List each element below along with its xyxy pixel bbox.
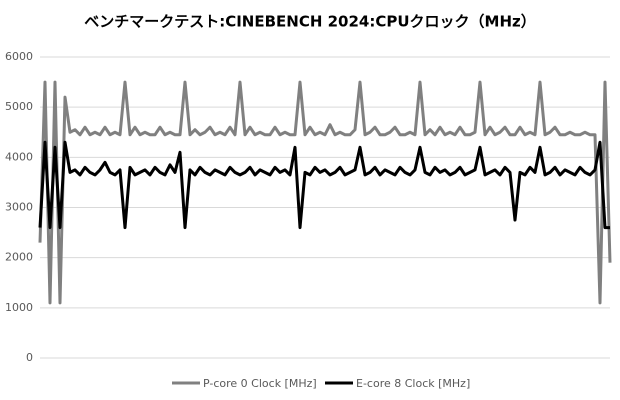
y-tick-label: 2000 (5, 251, 33, 264)
y-tick-label: 4000 (5, 150, 33, 163)
y-tick-label: 0 (26, 351, 33, 364)
series-line (38, 140, 610, 230)
y-tick-label: 6000 (5, 50, 33, 63)
series-line (38, 80, 612, 305)
legend-label: P-core 0 Clock [MHz] (203, 377, 317, 390)
y-tick-label: 5000 (5, 100, 33, 113)
legend-label: E-core 8 Clock [MHz] (356, 377, 470, 390)
y-tick-label: 1000 (5, 301, 33, 314)
chart-title: ベンチマークテスト:CINEBENCH 2024:CPUクロック（MHz） (84, 13, 536, 31)
y-tick-label: 3000 (5, 201, 33, 214)
